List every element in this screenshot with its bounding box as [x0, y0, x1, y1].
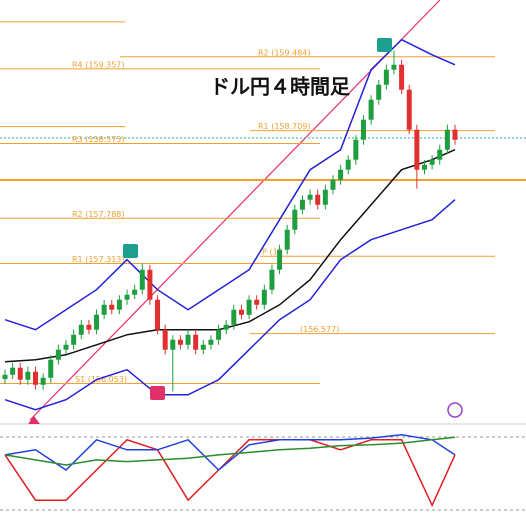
indicator-line	[4, 436, 456, 466]
pivot-label: R3 (158.573)	[72, 135, 125, 144]
candle-body	[101, 304, 107, 315]
pivot-label: S1 (156.053)	[75, 375, 127, 384]
candle-body	[223, 324, 229, 330]
candle-body	[86, 324, 92, 330]
candle-body	[246, 299, 252, 315]
candle-body	[299, 199, 305, 210]
candle-body	[284, 229, 290, 250]
oscillator-panel	[4, 433, 456, 508]
candle-body	[269, 269, 275, 290]
indicator-line	[4, 199, 456, 411]
high-marker	[123, 244, 138, 258]
candle-body	[277, 249, 283, 270]
candle-body	[162, 329, 168, 350]
candle-body	[132, 289, 138, 295]
candle-body	[170, 339, 176, 350]
low-marker	[150, 386, 165, 400]
candle-body	[200, 344, 206, 350]
candle-body	[208, 339, 214, 345]
candle-body	[231, 309, 237, 325]
candle-body	[322, 189, 328, 205]
candle-body	[48, 359, 54, 378]
pivot-label: R1 (157.313)	[72, 255, 125, 264]
candle-body	[254, 299, 260, 305]
candle-body	[421, 164, 427, 170]
candle-body	[216, 329, 222, 340]
alert-icon	[447, 402, 463, 418]
pivot-label: R1 (158.709)	[258, 122, 311, 131]
candle-body	[94, 314, 100, 330]
candle-body	[10, 367, 16, 375]
candle-body	[391, 64, 397, 70]
candle-body	[139, 269, 145, 290]
candle-body	[155, 299, 161, 330]
candle-body	[444, 129, 450, 150]
candle-body	[177, 339, 183, 345]
candle-body	[292, 209, 298, 230]
candle-body	[338, 169, 344, 180]
candle-body	[17, 367, 23, 380]
pivot-label: R4 (159.357)	[72, 60, 125, 69]
candle-body	[307, 194, 313, 200]
candle-body	[452, 129, 458, 140]
candle-body	[345, 159, 351, 170]
candle-body	[40, 377, 46, 385]
candle-body	[238, 309, 244, 315]
chart-title: ドル円４時間足	[210, 75, 351, 99]
high-marker	[377, 38, 392, 52]
pivot-label: R2 (157.788)	[72, 210, 125, 219]
indicator-line	[4, 433, 456, 472]
candle-body	[376, 84, 382, 100]
candle-body	[330, 179, 336, 190]
candle-body	[185, 334, 191, 345]
candle-body	[71, 334, 77, 345]
pivot-label: R2 (159.484)	[258, 48, 311, 57]
price-panel: R2 (159.484) R4 (159.357) R1 (158.709) R3 (…	[0, 21, 526, 411]
candle-body	[78, 324, 84, 335]
candle-body	[193, 334, 199, 350]
low-marker	[28, 416, 40, 424]
candle-body	[383, 69, 389, 85]
candle-body	[406, 89, 412, 130]
pivot-label: P (15	[262, 248, 283, 257]
candle-body	[25, 371, 31, 380]
candle-body	[147, 269, 153, 300]
candle-body	[315, 194, 321, 205]
candle-body	[360, 119, 366, 140]
candle-body	[63, 344, 69, 350]
candle-body	[437, 149, 443, 160]
candle-body	[109, 304, 115, 310]
candle-body	[116, 299, 122, 310]
candle-body	[2, 374, 8, 380]
candle-body	[33, 371, 39, 385]
candle-body	[55, 349, 61, 360]
candle-body	[368, 99, 374, 120]
pivot-label: (156.577)	[300, 325, 339, 334]
candle-body	[261, 289, 267, 305]
candle-body	[399, 64, 405, 90]
candle-body	[124, 294, 130, 300]
candle-body	[353, 139, 359, 160]
candle-body	[429, 159, 435, 165]
indicator-line	[4, 438, 456, 508]
indicator-line	[4, 38, 456, 331]
candle-body	[414, 129, 420, 170]
